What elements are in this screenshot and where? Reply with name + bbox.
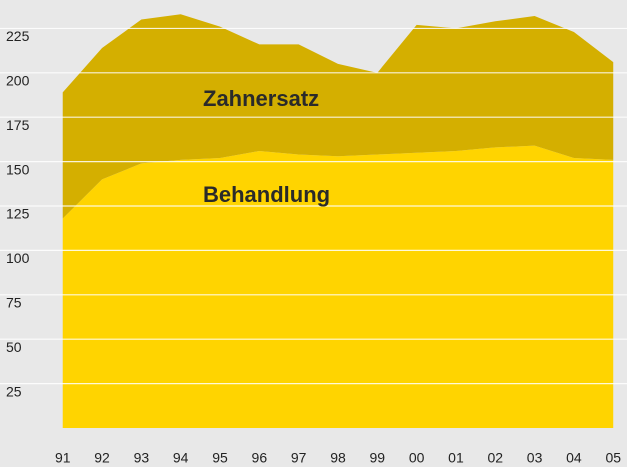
x-tick-label: 91 <box>55 450 71 466</box>
x-tick-label: 98 <box>330 450 346 466</box>
y-tick-label: 150 <box>6 161 30 177</box>
y-tick-label: 200 <box>6 73 30 89</box>
area <box>62 14 614 219</box>
x-tick-label: 05 <box>605 450 621 466</box>
y-tick-label: 75 <box>6 295 22 311</box>
x-tick-label: 96 <box>252 450 268 466</box>
y-tick-label: 25 <box>6 383 22 399</box>
area <box>62 145 614 428</box>
y-tick-label: 175 <box>6 117 30 133</box>
x-tick-label: 02 <box>487 450 503 466</box>
x-tick-label: 93 <box>134 450 150 466</box>
x-tick-label: 92 <box>94 450 110 466</box>
y-tick-label: 100 <box>6 250 30 266</box>
y-tick-label: 225 <box>6 28 30 44</box>
y-tick-label: 125 <box>6 206 30 222</box>
x-tick-label: 01 <box>448 450 464 466</box>
x-tick-label: 04 <box>566 450 582 466</box>
x-tick-label: 95 <box>212 450 228 466</box>
series-label: Behandlung <box>203 182 330 207</box>
x-tick-label: 99 <box>370 450 386 466</box>
x-tick-label: 03 <box>527 450 543 466</box>
x-tick-label: 94 <box>173 450 189 466</box>
x-tick-label: 97 <box>291 450 307 466</box>
series-label: Zahnersatz <box>203 86 319 111</box>
y-tick-label: 50 <box>6 339 22 355</box>
x-tick-label: 00 <box>409 450 425 466</box>
